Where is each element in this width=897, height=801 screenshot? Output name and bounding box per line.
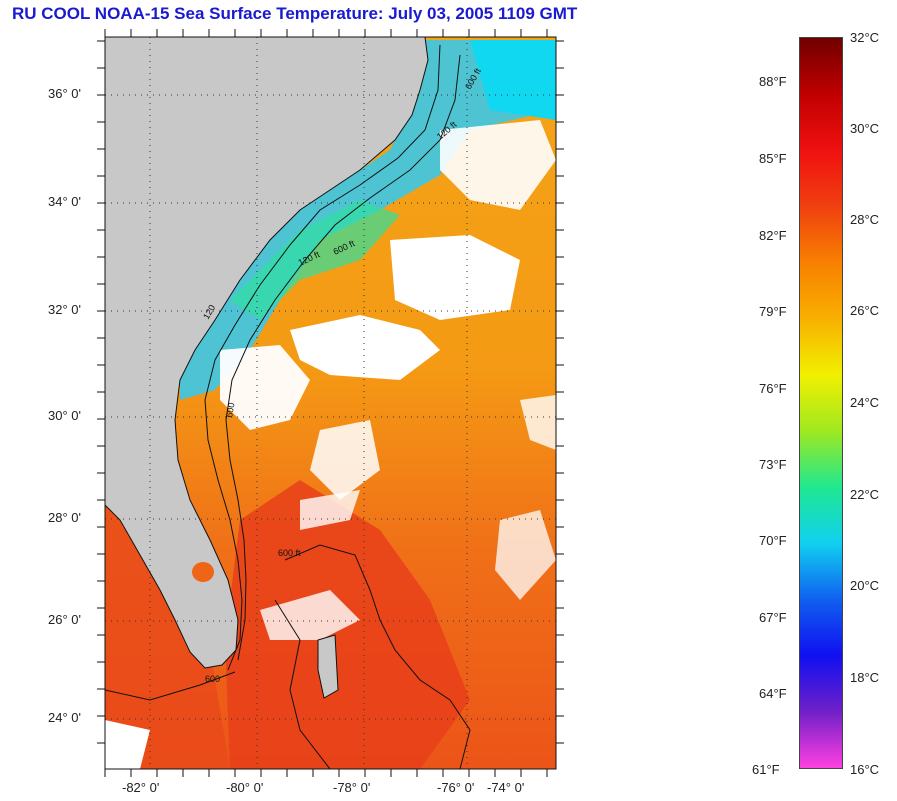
land-mass (105, 37, 429, 669)
fahrenheit-label: 61°F (752, 762, 780, 777)
fahrenheit-label: 64°F (759, 686, 787, 701)
celsius-label: 32°C (850, 30, 880, 45)
celsius-label: 24°C (850, 395, 880, 410)
fahrenheit-label: 88°F (759, 74, 787, 89)
celsius-label: 20°C (850, 578, 880, 593)
fahrenheit-label: 70°F (759, 533, 787, 548)
isobath-label: 600 (224, 402, 236, 419)
lon-label: -82° 0' (122, 780, 160, 795)
page-title: RU COOL NOAA-15 Sea Surface Temperature:… (12, 4, 578, 23)
isobath-bahamas (274, 599, 331, 769)
isobath-120ft (204, 44, 441, 671)
lake-okeechobee (192, 562, 214, 582)
cool-shelf-water (230, 200, 400, 320)
celsius-label: 16°C (850, 762, 880, 777)
isobath-600ft (225, 54, 461, 661)
graticule (105, 37, 556, 769)
fahrenheit-label: 85°F (759, 151, 787, 166)
celsius-label: 28°C (850, 212, 880, 227)
cloud-region (440, 120, 556, 210)
celsius-label: 22°C (850, 487, 880, 502)
axis-ticks (97, 29, 564, 777)
fahrenheit-label: 67°F (759, 610, 787, 625)
lon-label: -74° 0' (487, 780, 525, 795)
lat-label: 26° 0' (48, 612, 81, 627)
celsius-label: 26°C (850, 303, 880, 318)
cloud-region (310, 420, 380, 500)
lat-label: 30° 0' (48, 408, 81, 423)
lat-label: 36° 0' (48, 86, 81, 101)
fahrenheit-label: 76°F (759, 381, 787, 396)
lat-label: 28° 0' (48, 510, 81, 525)
cloud-region (105, 720, 150, 769)
cloud-region (495, 510, 556, 600)
lon-label: -76° 0' (437, 780, 475, 795)
lon-label: -78° 0' (333, 780, 371, 795)
fahrenheit-label: 73°F (759, 457, 787, 472)
celsius-label: 18°C (850, 670, 880, 685)
fahrenheit-label: 79°F (759, 304, 787, 319)
cloud-region (390, 235, 520, 320)
lat-label: 34° 0' (48, 194, 81, 209)
cloud-region (520, 395, 556, 450)
cloud-region (290, 315, 440, 380)
isobath-label: 600 ft (278, 548, 301, 558)
temperature-colorbar (799, 37, 843, 769)
cloud-region (220, 345, 310, 430)
fahrenheit-label: 82°F (759, 228, 787, 243)
lon-label: -80° 0' (226, 780, 264, 795)
isobath-bahamas (284, 544, 471, 769)
celsius-label: 30°C (850, 121, 880, 136)
bahamas-island (317, 634, 339, 699)
cloud-region (260, 590, 360, 640)
lat-label: 32° 0' (48, 302, 81, 317)
cloud-region (300, 490, 360, 530)
isobath-label: 600 (205, 674, 220, 684)
cool-shelf-water (470, 40, 556, 120)
map-frame (104, 36, 557, 770)
isobath-florida-keys (105, 671, 236, 701)
lat-label: 24° 0' (48, 710, 81, 725)
